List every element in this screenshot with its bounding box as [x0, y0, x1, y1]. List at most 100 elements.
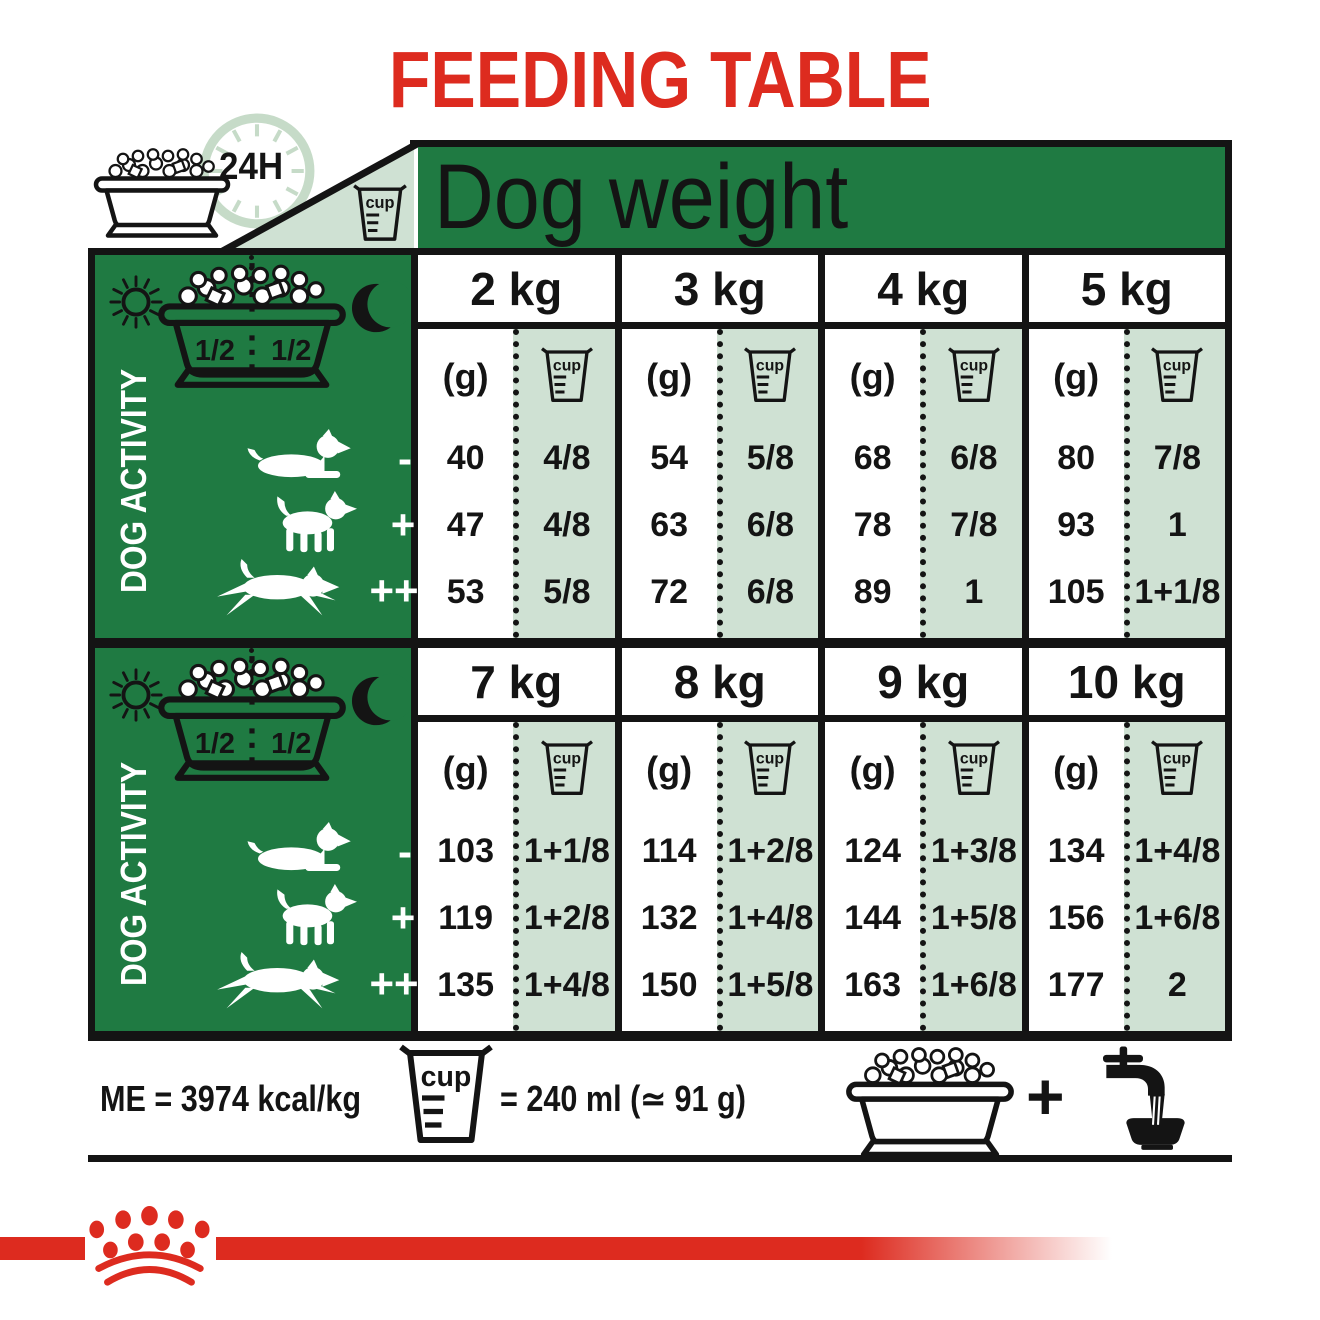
- cup-value: 1+6/8: [930, 966, 1017, 1004]
- grams-value: 78: [853, 506, 892, 544]
- grams-subcolumn: (g) 103 119 135: [418, 722, 514, 1031]
- grams-value: 47: [446, 506, 485, 544]
- cup-value: 7/8: [950, 506, 998, 544]
- grams-value: 134: [1047, 832, 1105, 870]
- weight-header: 8 kg: [621, 648, 818, 722]
- cup-value: 1+6/8: [1134, 899, 1221, 937]
- cup-subcolumn: 4/8 4/8 5/8: [513, 329, 615, 638]
- cup-subcolumn: 1+3/8 1+5/8 1+6/8: [920, 722, 1022, 1031]
- cup-value: 1+3/8: [930, 832, 1017, 870]
- cup-value: 1+5/8: [930, 899, 1017, 937]
- royal-canin-crown-logo: [85, 1206, 212, 1290]
- grams-subcolumn: (g) 114 132 150: [621, 722, 717, 1031]
- weight-header: 7 kg: [418, 648, 615, 722]
- divider: [88, 1155, 1232, 1162]
- weight-column-4kg: 4 kg (g) 68 78 89 6/8 7/8 1: [818, 255, 1022, 638]
- plus-sign: +: [1026, 1059, 1065, 1133]
- grams-value: 135: [437, 966, 494, 1004]
- weight-header: 3 kg: [621, 255, 818, 329]
- cup-equivalence-label: = 240 ml (≃ 91 g): [500, 1078, 746, 1119]
- grams-value: 114: [641, 832, 697, 870]
- cup-icon: [1150, 740, 1205, 796]
- cup-subcolumn: 7/8 1 1+1/8: [1123, 329, 1225, 638]
- grams-value: 54: [650, 439, 689, 477]
- half-ration-bowl-icon: [153, 652, 351, 784]
- cup-subcolumn: 6/8 7/8 1: [920, 329, 1022, 638]
- cup-icon: [743, 740, 798, 796]
- activity-high-symbol: ++: [369, 960, 419, 1007]
- food-bowl-icon: [832, 1042, 1028, 1160]
- cup-value: 1: [1167, 506, 1187, 544]
- grams-value: 144: [844, 899, 901, 937]
- weight-column-7kg: 7 kg (g) 103 119 135 1+1/8 1+2/8 1+4/8: [418, 648, 615, 1031]
- daily-ration-label: 24H: [219, 146, 284, 188]
- water-tap-icon: [1101, 1045, 1186, 1152]
- me-kcal-label: ME = 3974 kcal/kg: [100, 1078, 362, 1119]
- cup-value: 4/8: [543, 439, 591, 477]
- divider: [88, 638, 1232, 648]
- activity-medium-symbol: +: [390, 894, 416, 941]
- dog-weight-header: Dog weight: [418, 146, 1225, 248]
- half-ration-bowl-icon: [153, 259, 351, 391]
- dog-resting-icon: [247, 822, 351, 871]
- dog-activity-label: DOG ACTIVITY: [113, 761, 154, 986]
- weight-column-10kg: 10 kg (g) 134 156 177 1+4/8 1+6/8 2: [1021, 648, 1225, 1031]
- dog-standing-icon: [277, 491, 357, 553]
- cup-value: 1+2/8: [523, 899, 610, 937]
- feeding-grid-2: 7 kg (g) 103 119 135 1+1/8 1+2/8 1+4/8 8…: [418, 648, 1225, 1031]
- cup-subcolumn: 1+2/8 1+4/8 1+5/8: [716, 722, 818, 1031]
- grams-value: 89: [853, 573, 892, 611]
- cup-value: 1: [964, 573, 984, 611]
- grams-value: 80: [1057, 439, 1096, 477]
- grams-value: 156: [1047, 899, 1105, 937]
- cup-subcolumn: 1+1/8 1+2/8 1+4/8: [513, 722, 615, 1031]
- grams-unit-label: (g): [849, 749, 896, 790]
- dog-running-icon: [217, 952, 340, 1009]
- cup-value: 6/8: [950, 439, 998, 477]
- cup-value: 1+1/8: [523, 832, 610, 870]
- cup-subcolumn: 1+4/8 1+6/8 2: [1123, 722, 1225, 1031]
- cup-value: 1+4/8: [1134, 832, 1221, 870]
- grams-unit-label: (g): [1053, 749, 1100, 790]
- grams-unit-label: (g): [442, 356, 489, 397]
- grams-subcolumn: (g) 40 47 53: [418, 329, 514, 638]
- dog-running-icon: [217, 559, 340, 616]
- brand-stripe-right: [216, 1237, 1112, 1260]
- grams-value: 53: [446, 573, 485, 611]
- cup-value: 4/8: [543, 506, 591, 544]
- grams-subcolumn: (g) 68 78 89: [825, 329, 921, 638]
- dog-activity-panel-1: DOG ACTIVITY - + ++: [95, 255, 419, 638]
- divider: [88, 1031, 1232, 1041]
- moon-icon: [351, 280, 409, 333]
- cup-icon: [1150, 347, 1205, 403]
- grams-value: 40: [446, 439, 485, 477]
- grams-value: 105: [1047, 573, 1105, 611]
- divider: [411, 248, 418, 1041]
- weight-header: 2 kg: [418, 255, 615, 329]
- cup-icon: [540, 347, 594, 403]
- cup-icon: [743, 347, 798, 403]
- grams-unit-label: (g): [1053, 356, 1100, 397]
- weight-header: 9 kg: [825, 648, 1022, 722]
- dog-activity-label: DOG ACTIVITY: [113, 368, 154, 593]
- cup-value: 6/8: [746, 573, 794, 611]
- dog-resting-icon: [247, 429, 351, 478]
- feeding-grid-1: 2 kg (g) 40 47 53 4/8 4/8 5/8 3 kg: [418, 255, 1225, 638]
- divider: [1225, 140, 1232, 1041]
- grams-unit-label: (g): [646, 356, 693, 397]
- grams-value: 72: [650, 573, 689, 611]
- grams-subcolumn: (g) 124 144 163: [825, 722, 921, 1031]
- grams-value: 150: [640, 966, 698, 1004]
- weight-column-3kg: 3 kg (g) 54 63 72 5/8 6/8 6/8: [614, 255, 818, 638]
- cup-value: 1+4/8: [523, 966, 610, 1004]
- activity-medium-symbol: +: [390, 501, 416, 548]
- moon-icon: [351, 673, 409, 726]
- cup-icon: [398, 1044, 494, 1152]
- cup-value: 7/8: [1153, 439, 1201, 477]
- weight-column-5kg: 5 kg (g) 80 93 105 7/8 1 1+1/8: [1021, 255, 1225, 638]
- cup-icon: [352, 184, 408, 241]
- grams-value: 177: [1047, 966, 1105, 1004]
- grams-value: 93: [1057, 506, 1096, 544]
- weight-column-2kg: 2 kg (g) 40 47 53 4/8 4/8 5/8: [418, 255, 615, 638]
